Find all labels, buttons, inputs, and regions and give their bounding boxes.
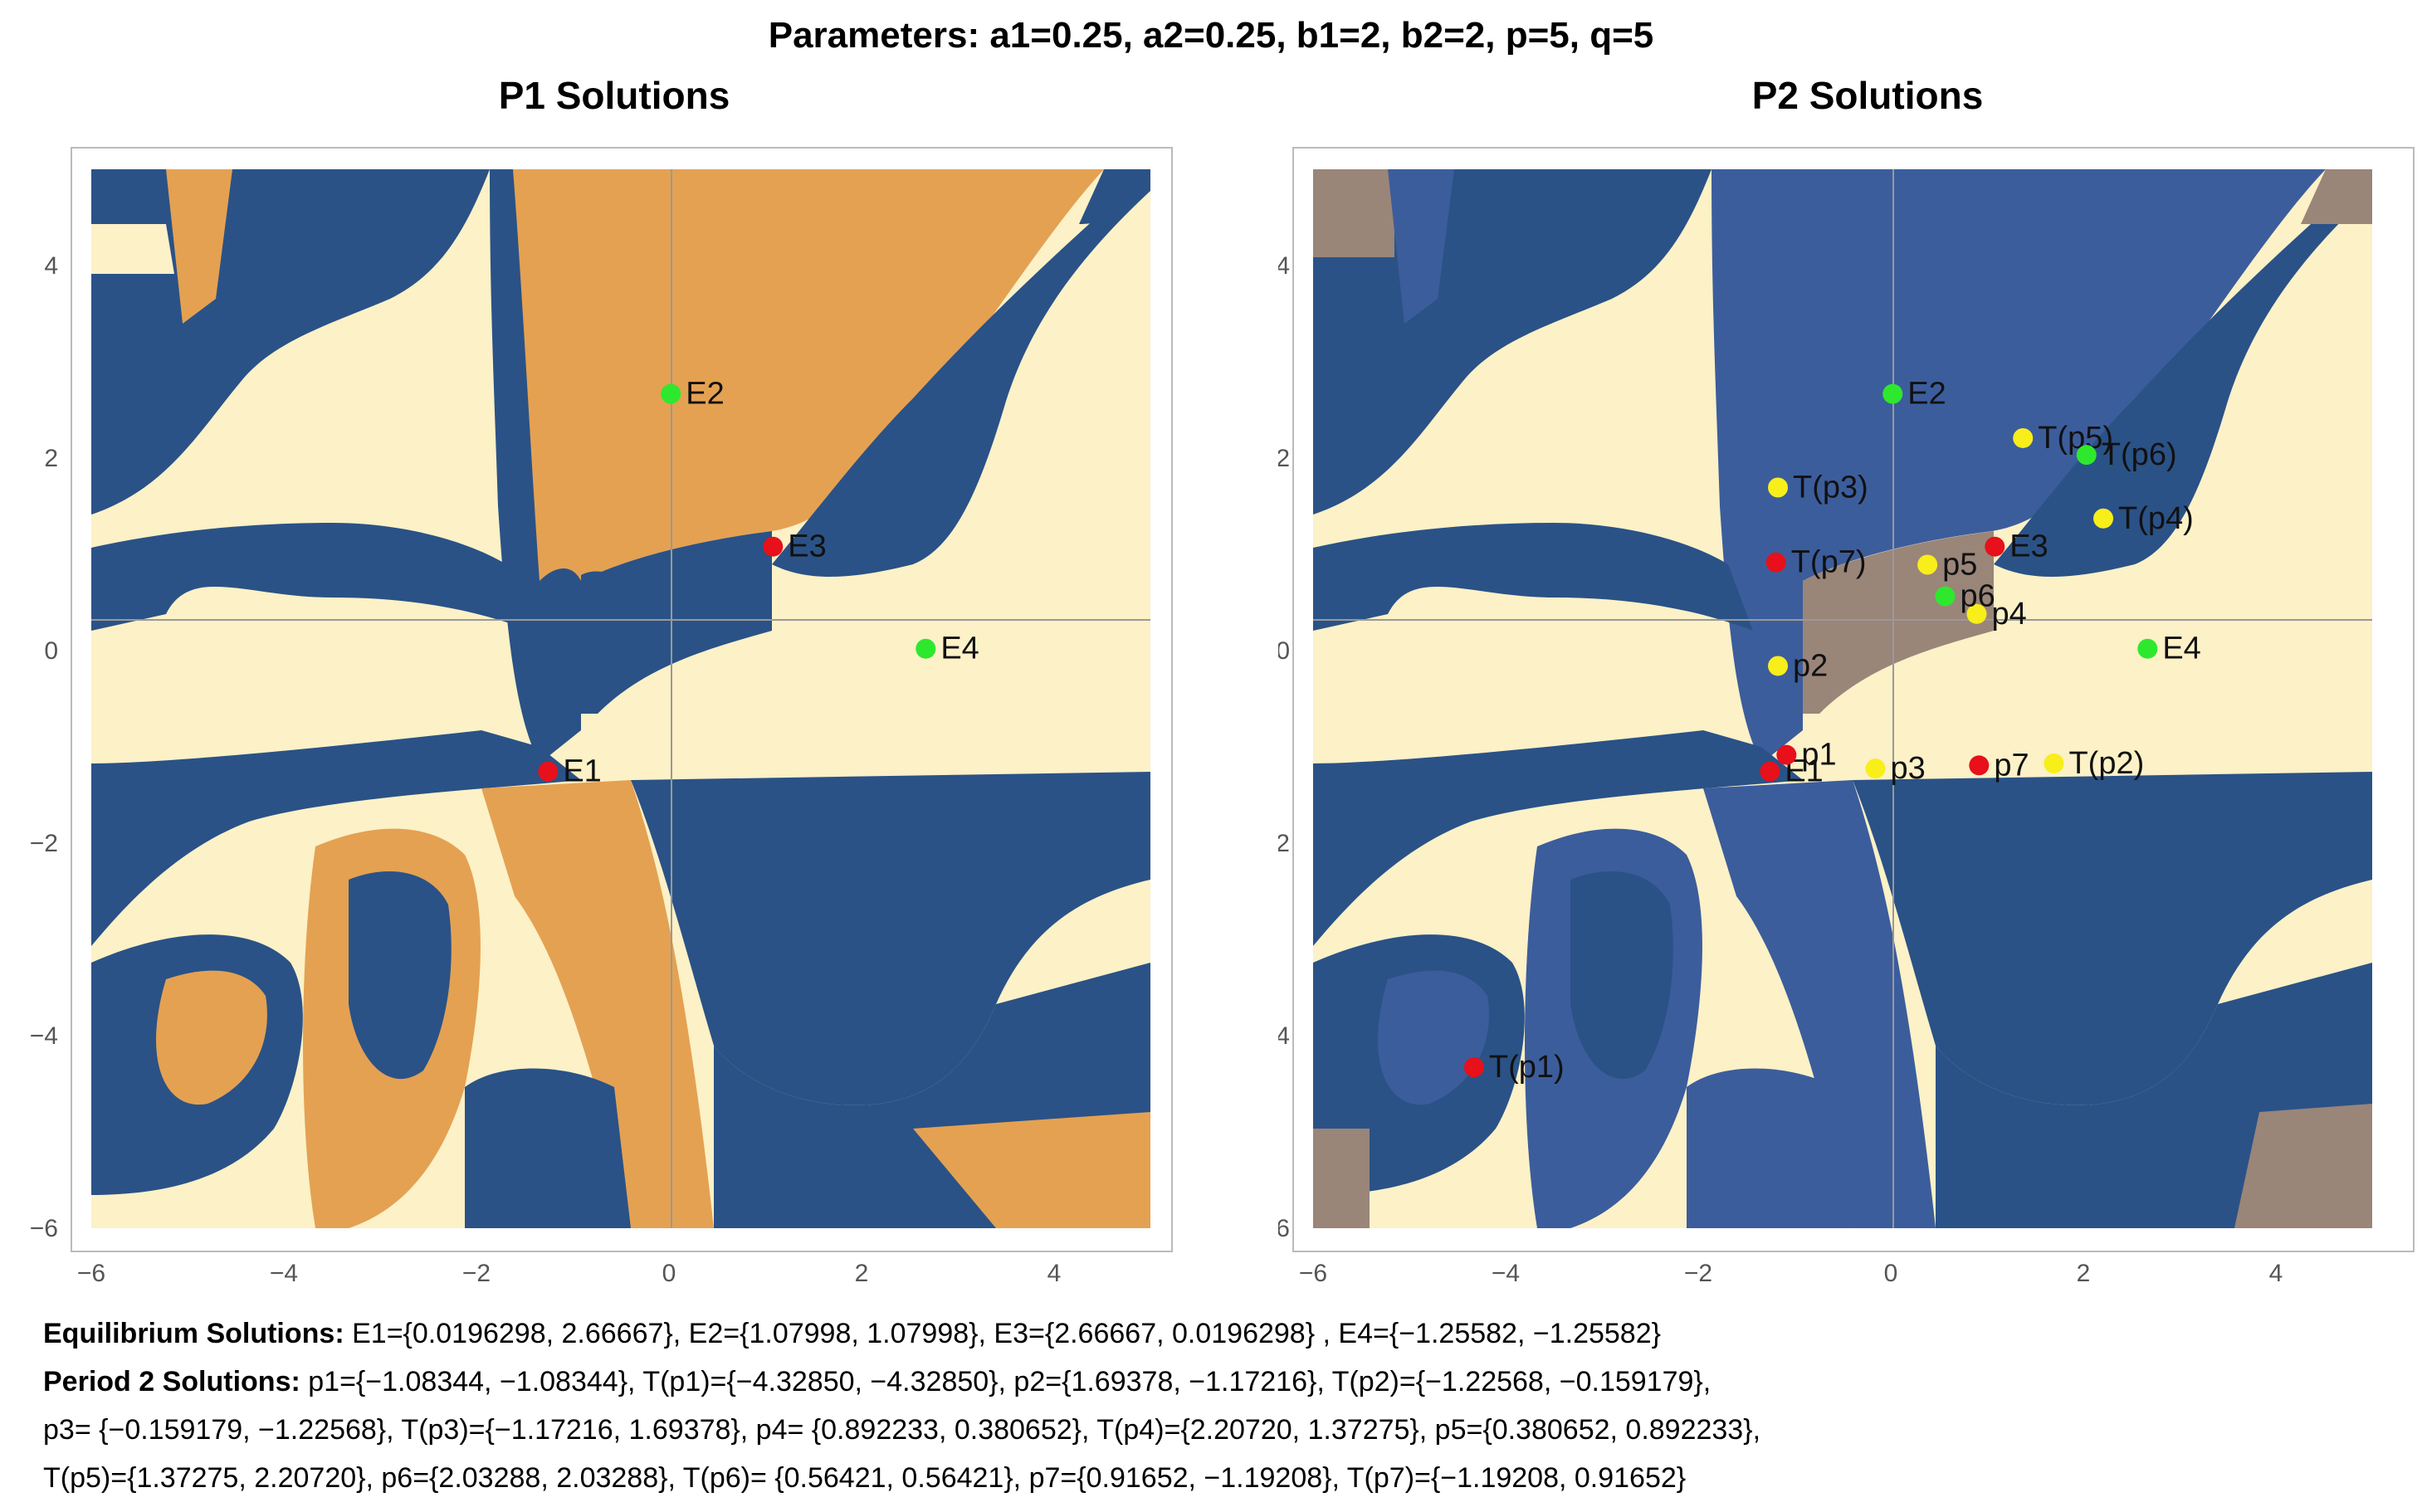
basin-regions (1313, 169, 2372, 1228)
plot-frame (1292, 147, 2415, 1252)
period2-line-1: Period 2 Solutions: p1={−1.08344, −1.083… (43, 1358, 2409, 1406)
period2-line-3: T(p5)={1.37275, 2.20720}, p6={2.03288, 2… (43, 1462, 1687, 1494)
solution-point (1935, 586, 1956, 607)
point-label: T(p2) (2068, 746, 2144, 781)
x-tick-label: −2 (1684, 1260, 1712, 1287)
solution-point (1985, 536, 2005, 557)
solution-point (2044, 753, 2064, 773)
solution-point (1463, 1057, 1484, 1078)
right-panel-title: P2 Solutions (1751, 74, 1984, 117)
x-tick-label: 4 (2269, 1260, 2283, 1287)
x-tick-label: −4 (1492, 1260, 1520, 1287)
solution-point (1882, 383, 1903, 404)
x-tick-label: 0 (1884, 1260, 1898, 1287)
point-label: p5 (1942, 548, 1977, 583)
y-tick-label: −2 (1278, 830, 1290, 857)
point-label: p7 (1994, 748, 2029, 783)
point-label: p6 (1960, 579, 1995, 614)
solution-points: E1E2E3E4p1T(p1)p2T(p2)p3T(p3)p4T(p4)p5T(… (1463, 377, 2201, 1085)
solution-point (916, 638, 936, 659)
point-label: E4 (2162, 632, 2200, 666)
solution-point (661, 383, 681, 404)
period2-heading: Period 2 Solutions: (43, 1366, 300, 1397)
x-tick-label: −2 (462, 1260, 491, 1287)
equilibrium-line: Equilibrium Solutions: E1={0.0196298, 2.… (43, 1310, 2409, 1358)
point-label: E2 (686, 377, 724, 412)
y-tick-label: 0 (1278, 637, 1290, 665)
point-label: T(p3) (1793, 471, 1868, 505)
point-label: p4 (1991, 597, 2026, 632)
solution-point (1966, 603, 1987, 624)
point-label: E3 (2009, 529, 2048, 564)
point-label: T(p4) (2118, 501, 2194, 536)
point-label: T(p5) (2038, 421, 2113, 456)
solution-point (1865, 758, 1886, 779)
x-tick-label: 0 (662, 1260, 676, 1287)
period2-values-1: p1={−1.08344, −1.08344}, T(p1)={−4.32850… (300, 1366, 1712, 1397)
y-tick-label: −2 (30, 830, 58, 857)
x-tick-label: 2 (855, 1260, 869, 1287)
plot-frame (71, 147, 1173, 1252)
x-tick-label: 2 (2077, 1260, 2091, 1287)
solution-point (1768, 656, 1789, 676)
point-label: E1 (563, 754, 601, 789)
equilibrium-values: E1={0.0196298, 2.66667}, E2={1.07998, 1.… (344, 1318, 1661, 1349)
point-label: T(p7) (1791, 545, 1867, 580)
point-label: T(p6) (2102, 437, 2177, 472)
y-tick-label: 0 (44, 637, 58, 665)
solution-point (1969, 755, 1990, 776)
y-tick-label: 4 (1278, 252, 1290, 280)
x-tick-label: 4 (1047, 1260, 1062, 1287)
y-tick-label: 4 (44, 252, 58, 280)
basin-regions (91, 169, 1150, 1228)
point-label: T(p1) (1489, 1050, 1565, 1085)
solution-point (1760, 761, 1780, 782)
x-tick-label: −6 (1299, 1260, 1327, 1287)
x-tick-label: −6 (77, 1260, 105, 1287)
solution-point (538, 761, 559, 782)
solution-point (2093, 508, 2114, 529)
point-label: p3 (1891, 751, 1926, 786)
solution-point (2137, 638, 2158, 659)
point-label: E2 (1907, 377, 1946, 412)
point-label: E4 (940, 632, 979, 666)
solution-point (1776, 744, 1797, 765)
solution-point (2076, 445, 2097, 466)
point-label: E3 (788, 529, 826, 564)
axis-ticks: −6 −4 −2 0 2 4 4 2 0 −2 −4 −6 (1278, 252, 2283, 1287)
solution-point (1917, 554, 1938, 575)
axis-ticks: −6 −4 −2 0 2 4 4 2 0 −2 −4 −6 (30, 252, 1062, 1287)
chart-main-title: Parameters: a1=0.25, a2=0.25, b1=2, b2=2… (768, 15, 1654, 56)
y-tick-label: −4 (30, 1022, 58, 1050)
equilibrium-heading: Equilibrium Solutions: (43, 1318, 344, 1349)
solution-point (1765, 552, 1786, 573)
solution-point (2013, 427, 2034, 448)
y-tick-label: 2 (44, 445, 58, 472)
point-label: p2 (1793, 648, 1828, 683)
y-tick-label: −4 (1278, 1022, 1290, 1050)
x-tick-label: −4 (270, 1260, 298, 1287)
solution-point (763, 536, 784, 557)
solution-point (1768, 477, 1789, 498)
solutions-footer: Equilibrium Solutions: E1={0.0196298, 2.… (43, 1310, 2409, 1502)
y-tick-label: −6 (30, 1215, 58, 1242)
period2-line-2: p3= {−0.159179, −1.22568}, T(p3)={−1.172… (43, 1414, 1761, 1446)
y-tick-label: −6 (1278, 1215, 1290, 1242)
y-tick-label: 2 (1278, 445, 1290, 472)
point-label: p1 (1801, 738, 1836, 773)
left-panel-title: P1 Solutions (498, 74, 730, 117)
left-plot: −6 −4 −2 0 2 4 4 2 0 −2 −4 −6 E1 E2 E3 E4 (30, 147, 1173, 1287)
solution-points: E1 E2 E3 E4 (538, 377, 979, 789)
